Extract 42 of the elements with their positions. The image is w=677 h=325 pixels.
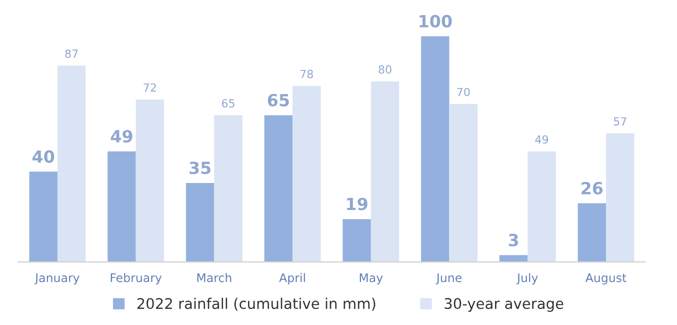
data-label: 78 — [300, 70, 313, 78]
data-label: 26 — [582, 182, 603, 194]
data-label: 72 — [144, 83, 156, 92]
bar — [292, 86, 321, 262]
x-tick-label: January — [34, 273, 80, 284]
bar — [214, 115, 242, 262]
bar — [108, 151, 136, 262]
bar — [421, 36, 450, 262]
data-label: 87 — [65, 49, 78, 58]
data-label: 70 — [457, 88, 470, 96]
bar — [606, 133, 634, 262]
x-tick-label: July — [516, 273, 538, 284]
bar — [29, 172, 58, 262]
data-label: 65 — [222, 99, 234, 108]
legend-label: 30-year average — [444, 298, 564, 312]
data-label: 40 — [32, 150, 54, 163]
data-label: 35 — [190, 162, 211, 174]
data-label: 80 — [378, 65, 392, 74]
x-tick-label: August — [585, 273, 626, 284]
data-label: 3 — [508, 234, 518, 246]
x-tick-label: February — [110, 273, 162, 284]
bar — [186, 182, 214, 262]
legend-label: 2022 rainfall (cumulative in mm) — [137, 298, 376, 311]
bar — [578, 203, 606, 262]
bar — [264, 115, 293, 262]
bar — [57, 66, 86, 262]
data-label: 49 — [535, 135, 548, 144]
x-tick-label: May — [360, 273, 383, 284]
data-label: 57 — [614, 117, 626, 126]
x-tick-label: April — [279, 273, 305, 284]
data-label: 19 — [347, 198, 368, 210]
x-tick-label: March — [197, 273, 232, 282]
bar — [449, 104, 478, 262]
data-label: 65 — [268, 94, 289, 106]
bar — [528, 151, 556, 262]
bar — [499, 255, 528, 262]
bar — [136, 99, 164, 262]
data-label: 49 — [110, 130, 132, 143]
bar — [342, 219, 371, 262]
data-label: 100 — [420, 14, 452, 28]
bar — [370, 81, 400, 262]
x-tick-label: June — [436, 273, 462, 284]
